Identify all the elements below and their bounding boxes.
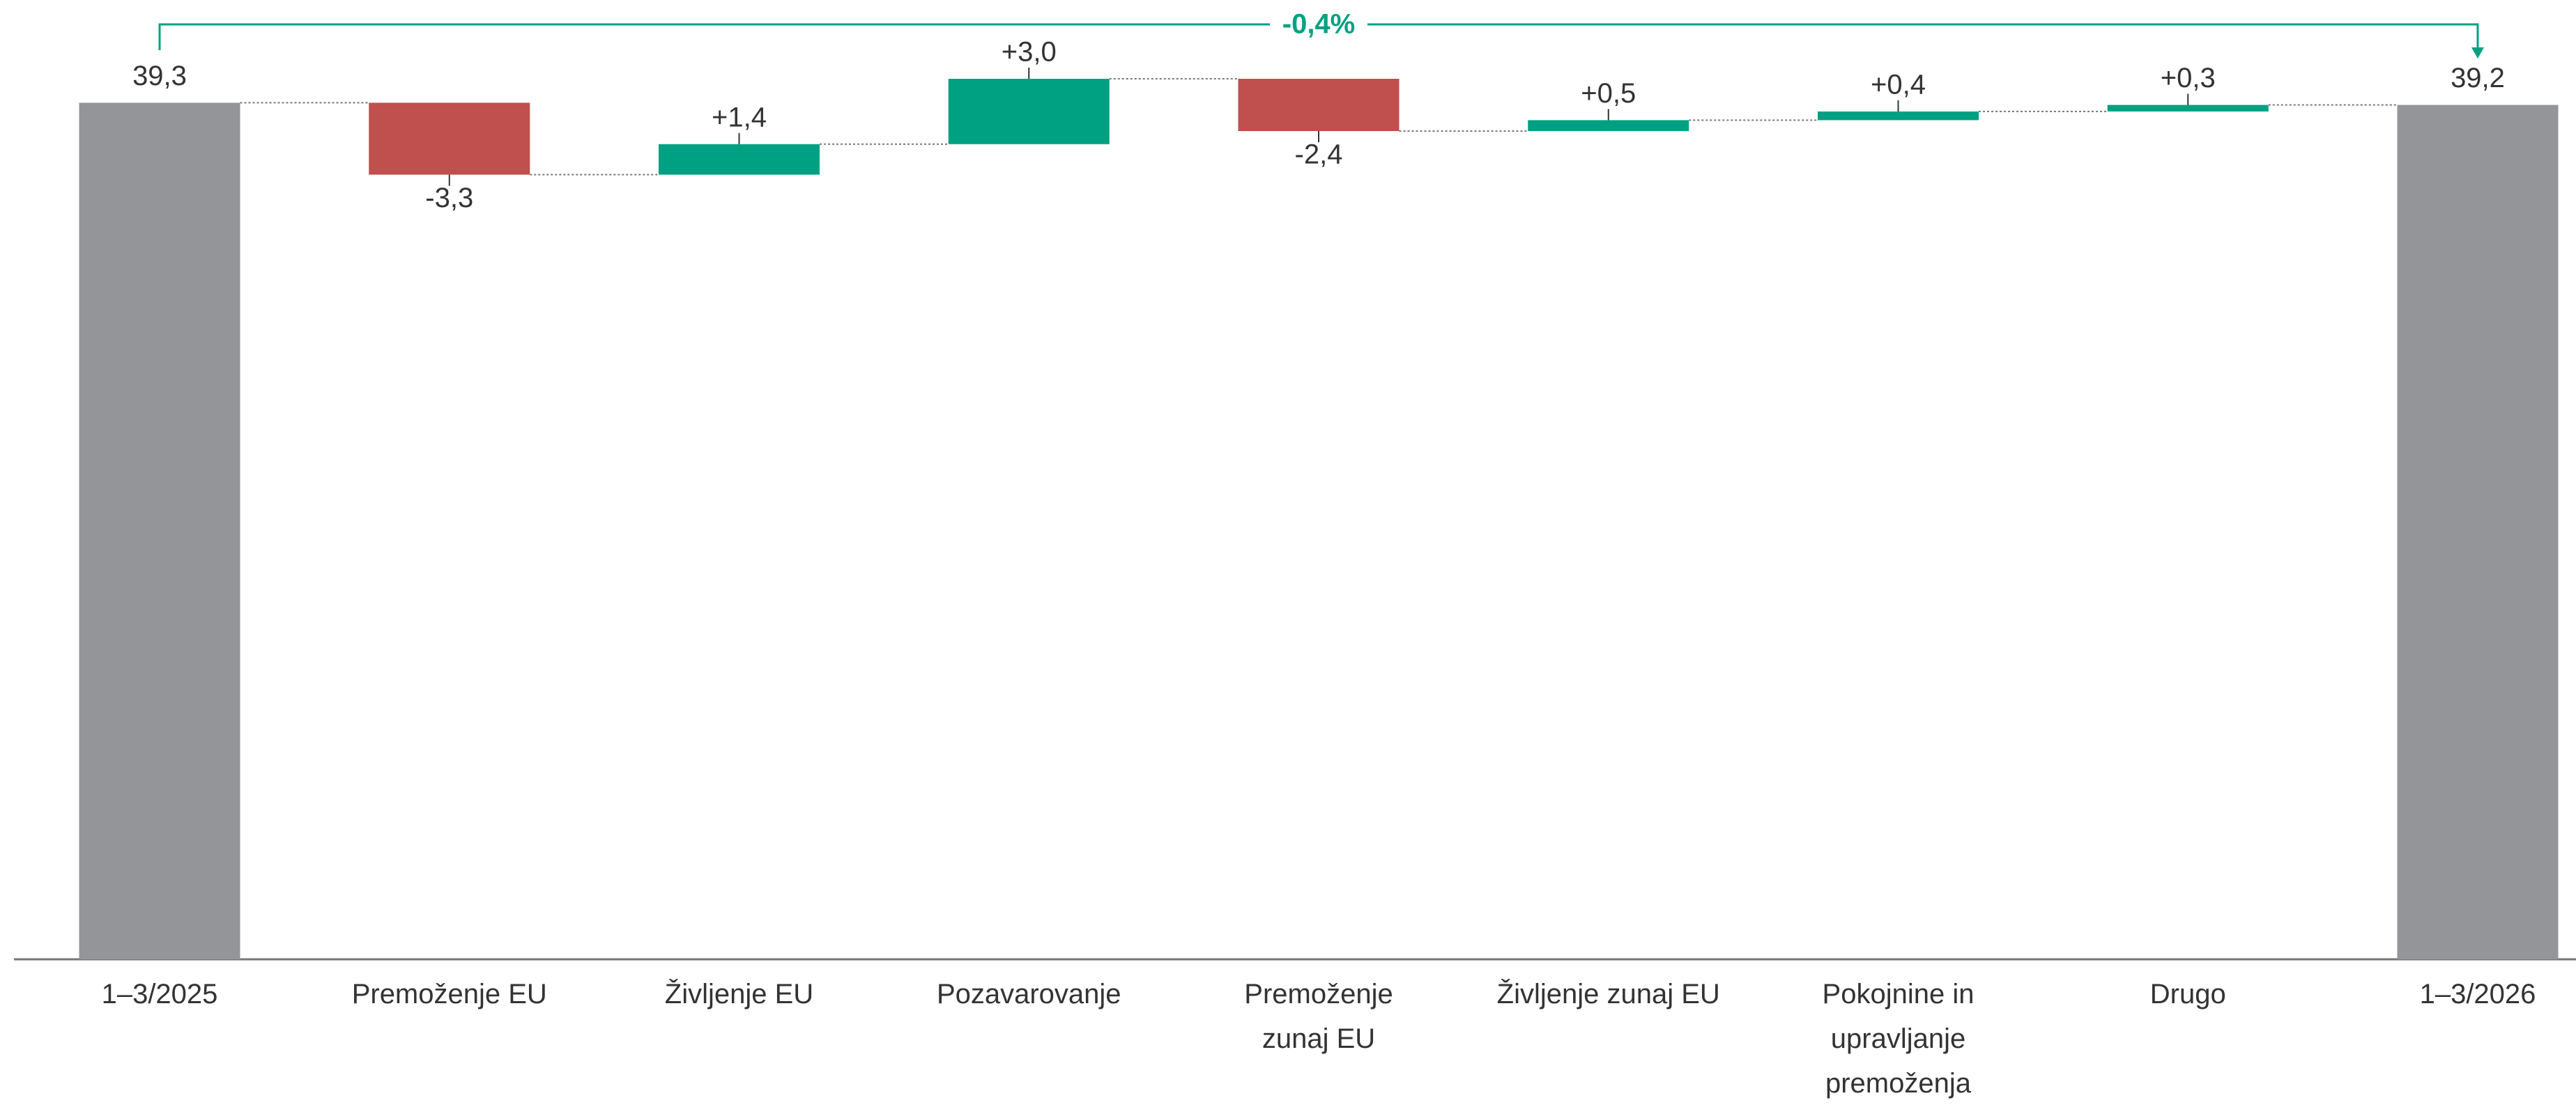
value-label: 39,2 bbox=[2451, 63, 2505, 93]
value-label: -2,4 bbox=[1295, 139, 1343, 170]
x-tick-label: 1–3/2026 bbox=[2420, 979, 2536, 1009]
value-label: +3,0 bbox=[1002, 37, 1057, 68]
x-tick-label: Življenje zunaj EU bbox=[1497, 978, 1720, 1009]
bracket bbox=[158, 23, 2479, 50]
x-tick-label: Premoženje EU bbox=[352, 979, 547, 1009]
bar bbox=[659, 144, 820, 175]
value-label: +0,5 bbox=[1581, 78, 1636, 109]
bar bbox=[2107, 105, 2269, 112]
bar bbox=[1818, 111, 1979, 121]
x-tick-label: Drugo bbox=[2150, 979, 2226, 1009]
bar bbox=[2397, 105, 2559, 959]
value-label: 39,3 bbox=[132, 61, 187, 91]
value-label: +1,4 bbox=[712, 102, 767, 132]
bar bbox=[1528, 120, 1689, 132]
arrow-head bbox=[2471, 47, 2484, 59]
x-tick-label: Premoženje zunaj EU bbox=[1244, 979, 1393, 1054]
bar bbox=[369, 102, 530, 175]
x-tick-label: 1–3/2025 bbox=[102, 979, 218, 1009]
bar bbox=[1238, 79, 1400, 132]
value-label: -3,3 bbox=[425, 183, 473, 213]
value-label: +0,4 bbox=[1871, 69, 1926, 100]
x-tick-label: Pokojnine in upravljanje premoženja bbox=[1823, 979, 1975, 1099]
bar bbox=[79, 102, 240, 959]
value-label: +0,3 bbox=[2161, 63, 2216, 93]
x-tick-label: Življenje EU bbox=[665, 978, 813, 1009]
annotation: -0,4% bbox=[1282, 9, 1356, 40]
x-tick-label: Pozavarovanje bbox=[937, 979, 1121, 1009]
bar bbox=[948, 79, 1110, 144]
